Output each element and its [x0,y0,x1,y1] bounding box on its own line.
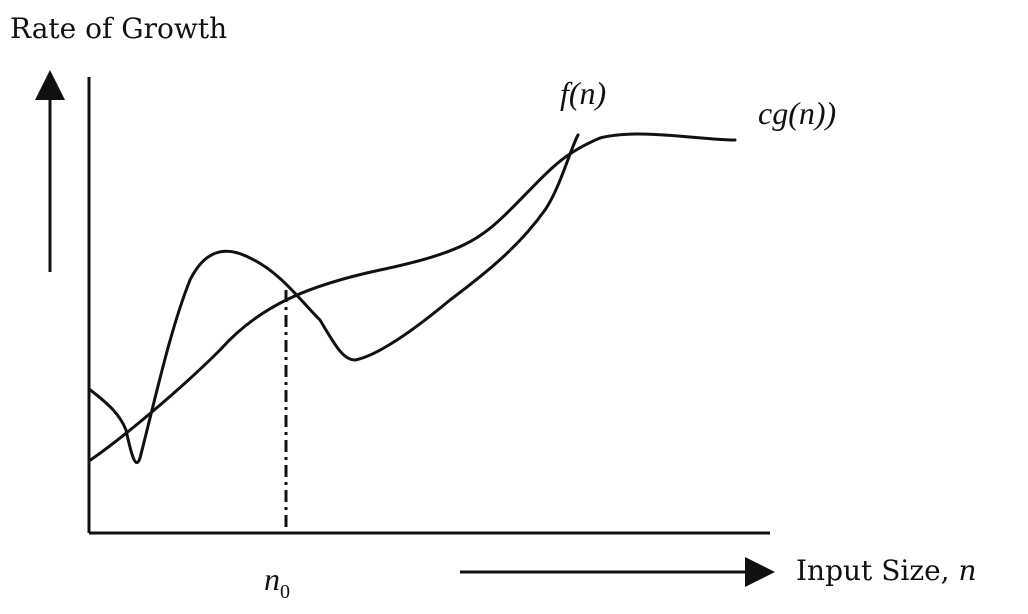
f-n-curve [87,133,580,465]
y-axis-title: Rate of Growth [10,12,227,45]
x-axis-title: Input Size, n [796,554,977,587]
x-axis-title-variable: n [958,554,976,587]
cg-n-label: cg(n)) [758,95,836,131]
f-n-label: f(n) [560,75,606,111]
x-axis-title-text: Input Size, [796,554,958,587]
n0-base: n [264,561,280,597]
n0-subscript: 0 [280,581,290,603]
cg-n-curve [87,132,737,463]
n0-label: n0 [264,561,290,603]
